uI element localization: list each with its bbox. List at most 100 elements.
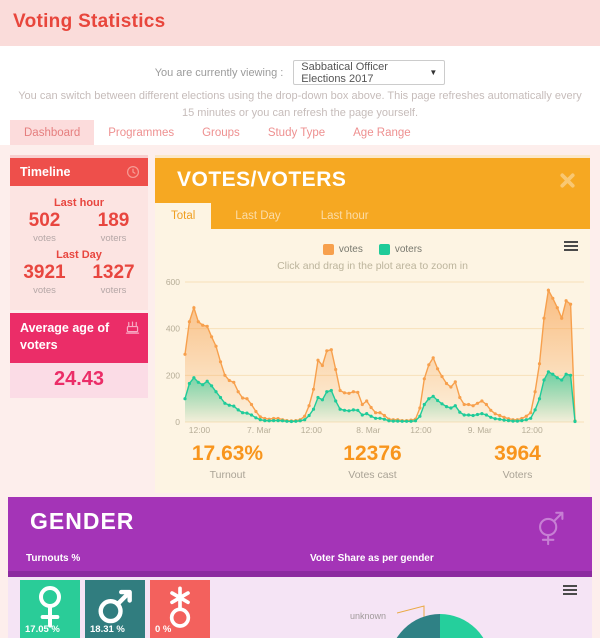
other-turnout-value: 0 % (155, 624, 172, 635)
nav-tab-bar: Dashboard Programmes Groups Study Type A… (10, 120, 425, 146)
stat-unit: voters (100, 284, 127, 296)
gender-title: GENDER (30, 508, 135, 534)
stat-voters: 3964 Voters (445, 442, 590, 481)
legend-label: voters (394, 243, 423, 255)
tile-female: 17.05 % (20, 580, 80, 638)
stat-turnout: 17.63% Turnout (155, 442, 300, 481)
votes-chart-panel: votes voters Click and drag in the plot … (155, 229, 590, 493)
stat-value: 17.63% (191, 442, 264, 465)
gender-symbol-icon (539, 511, 564, 546)
svg-text:12:00: 12:00 (521, 425, 543, 435)
gender-header-divider (8, 571, 592, 577)
svg-text:200: 200 (166, 370, 180, 380)
svg-text:8. Mar: 8. Mar (356, 425, 380, 435)
average-age-header: Average age of voters (10, 313, 148, 363)
stat-label: Voters (502, 469, 533, 481)
stat-last-hour-votes: 502 votes (10, 210, 79, 244)
svg-text:0: 0 (175, 417, 180, 427)
tile-other: 0 % (150, 580, 210, 638)
stat-votes-cast: 12376 Votes cast (300, 442, 445, 481)
election-selector-label: You are currently viewing : (154, 66, 284, 79)
timeline-stats-row: 3921 votes 1327 voters (10, 261, 148, 296)
votes-card-header: VOTES/VOTERS (155, 158, 590, 203)
stat-value: 1327 (92, 261, 135, 283)
timeline-card-top-strip (10, 155, 148, 158)
election-select-value: Sabbatical Officer Elections 2017 (301, 60, 388, 85)
stat-last-hour-voters: 189 voters (79, 210, 148, 244)
votes-card-top-strip (155, 155, 590, 158)
page-description: You can switch between different electio… (18, 90, 582, 119)
pie-label-connector (397, 605, 425, 617)
male-icon (98, 589, 132, 624)
average-age-title: Average age of voters (20, 321, 110, 352)
stat-value: 3921 (23, 261, 66, 283)
votes-stats-row: 17.63% Turnout 12376 Votes cast 3964 Vot… (155, 436, 590, 493)
other-gender-icon (169, 586, 191, 628)
stat-label: Votes cast (348, 469, 397, 481)
stat-last-day-voters: 1327 voters (79, 261, 148, 296)
votes-tab-total[interactable]: Total (155, 203, 212, 229)
timeline-card-header: Timeline (10, 158, 148, 186)
chart-menu-icon[interactable] (564, 241, 578, 253)
clock-icon (126, 165, 140, 179)
chart-legend: votes voters (155, 243, 590, 255)
stat-last-day-votes: 3921 votes (10, 261, 79, 296)
stat-value: 12376 (343, 442, 402, 465)
tab-age-range[interactable]: Age Range (353, 127, 411, 139)
svg-text:12:00: 12:00 (189, 425, 211, 435)
stat-label: Turnout (209, 469, 246, 481)
stat-value: 502 (28, 210, 61, 231)
stat-unit: voters (100, 232, 127, 244)
timeline-section-label: Last Day (56, 248, 102, 261)
votes-tab-last-day[interactable]: Last Day (235, 210, 281, 222)
stat-unit: votes (33, 232, 56, 244)
stat-value: 189 (97, 210, 130, 231)
votes-voters-card: VOTES/VOTERS Total Last Day Last hour vo… (155, 155, 590, 493)
pie-slice-label: unknown (350, 611, 387, 621)
page-header: Voting Statistics (0, 0, 600, 46)
svg-text:12:00: 12:00 (410, 425, 432, 435)
timeline-stats-row: 502 votes 189 voters (10, 210, 148, 244)
svg-text:400: 400 (166, 324, 180, 334)
votes-swatch (322, 243, 334, 255)
male-turnout-value: 18.31 % (90, 624, 125, 635)
tab-programmes[interactable]: Programmes (108, 127, 175, 139)
stat-value: 3964 (494, 442, 541, 465)
page-title: Voting Statistics (13, 11, 166, 32)
voter-share-label: Voter Share as per gender (310, 553, 434, 564)
votes-voters-area-chart[interactable]: 0 200 400 600 12:00 7. Mar 12:00 8. Mar 12:00 9. … (155, 274, 590, 436)
chart-subtitle: Click and drag in the plot area to zoom … (277, 260, 468, 272)
female-icon (39, 586, 61, 628)
svg-text:12:00: 12:00 (301, 425, 323, 435)
tab-study-type[interactable]: Study Type (267, 127, 326, 139)
voters-swatch (378, 243, 390, 255)
female-turnout-value: 17.05 % (25, 624, 60, 635)
tile-male: 18.31 % (85, 580, 145, 638)
birthday-cake-icon (125, 321, 140, 334)
gender-card-body: 17.05 % 18.31 % (8, 577, 592, 638)
stat-unit: votes (33, 284, 56, 296)
tab-dashboard[interactable]: Dashboard (10, 120, 95, 146)
close-icon[interactable] (559, 172, 576, 189)
turnouts-label: Turnouts % (26, 553, 81, 564)
gender-tiles: 17.05 % 18.31 % (20, 580, 210, 638)
legend-item-votes[interactable]: votes (322, 243, 363, 255)
svg-text:9. Mar: 9. Mar (468, 425, 492, 435)
timeline-section-label: Last hour (53, 197, 105, 209)
pie-menu-icon[interactable] (563, 585, 577, 597)
votes-tab-bar: Total Last Day Last hour (155, 203, 590, 229)
election-select[interactable]: Sabbatical Officer Elections 2017 ▼ (293, 60, 446, 85)
tab-groups[interactable]: Groups (202, 127, 240, 139)
average-age-value: 24.43 (10, 362, 148, 398)
gender-pie-chart[interactable] (385, 610, 495, 638)
chevron-down-icon: ▼ (429, 68, 438, 77)
timeline-card: Timeline Last hour 502 votes 189 voters … (10, 155, 148, 310)
votes-tab-last-hour[interactable]: Last hour (320, 210, 369, 222)
svg-text:7. Mar: 7. Mar (247, 425, 271, 435)
svg-text:600: 600 (166, 277, 180, 287)
legend-item-voters[interactable]: voters (378, 243, 423, 255)
legend-label: votes (338, 243, 363, 255)
gender-card: GENDER Turnouts % Voter Share as per gen… (8, 497, 592, 638)
timeline-card-body: Last hour 502 votes 189 voters Last Day … (10, 186, 148, 310)
